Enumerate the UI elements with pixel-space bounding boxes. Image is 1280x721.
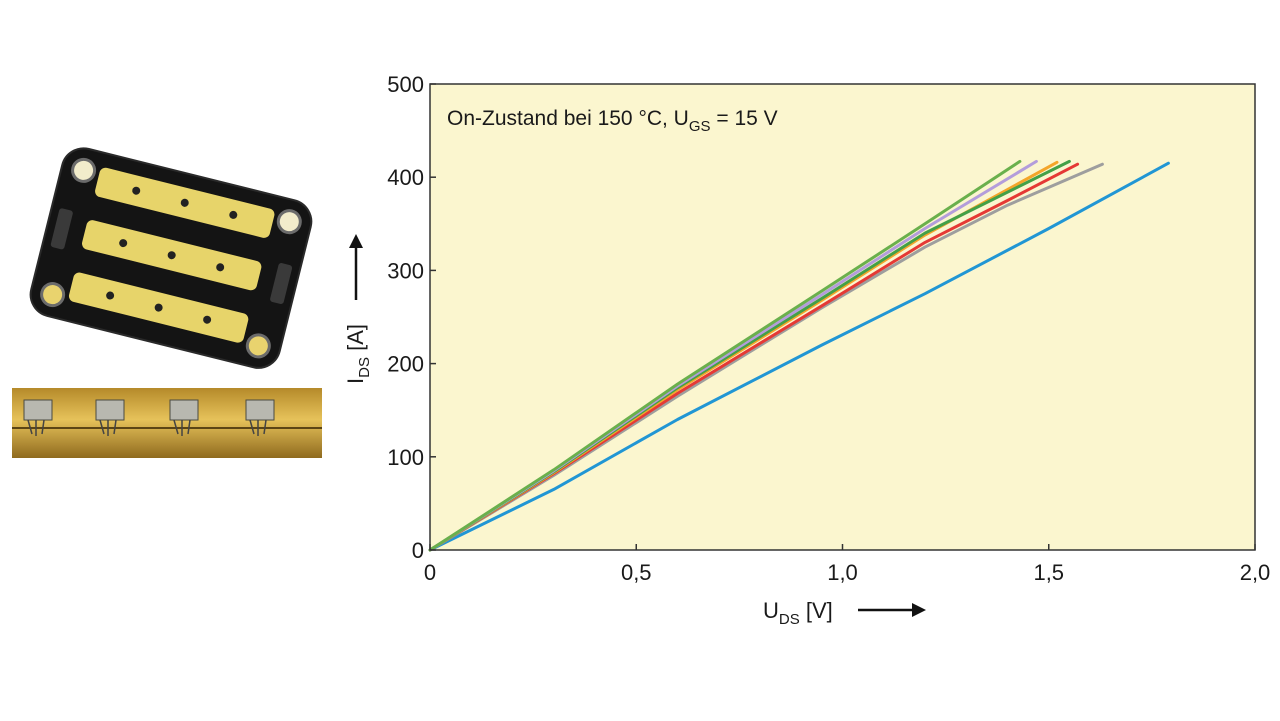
y-tick-label: 300 bbox=[387, 258, 424, 283]
x-tick-label: 1,0 bbox=[827, 560, 858, 585]
x-axis-arrow bbox=[858, 603, 926, 617]
x-tick-label: 2,0 bbox=[1240, 560, 1271, 585]
y-tick-label: 200 bbox=[387, 352, 424, 377]
y-tick-label: 400 bbox=[387, 165, 424, 190]
y-tick-label: 0 bbox=[412, 538, 424, 563]
power-module-image bbox=[29, 147, 313, 369]
ticks-group: 0 100 200 300 400 500 0 0,5 1,0 1,5 2,0 bbox=[387, 72, 1270, 585]
x-tick-label: 0 bbox=[424, 560, 436, 585]
series-group bbox=[428, 159, 1170, 552]
y-axis-arrow bbox=[349, 234, 363, 300]
substrate-strip-image bbox=[12, 388, 322, 458]
x-tick-label: 1,5 bbox=[1033, 560, 1064, 585]
chart-annotation: On-Zustand bei 150 °C, UGS = 15 V bbox=[447, 107, 778, 135]
series-line-1 bbox=[428, 161, 1170, 552]
series-line-7 bbox=[428, 159, 1022, 552]
series-line-2 bbox=[428, 162, 1104, 552]
x-tick-label: 0,5 bbox=[621, 560, 652, 585]
y-axis-label: IDS [A] bbox=[343, 324, 373, 384]
plot-area bbox=[430, 84, 1255, 550]
y-tick-label: 100 bbox=[387, 445, 424, 470]
y-tick-label: 500 bbox=[387, 72, 424, 97]
x-axis-label: UDS [V] bbox=[763, 598, 833, 628]
